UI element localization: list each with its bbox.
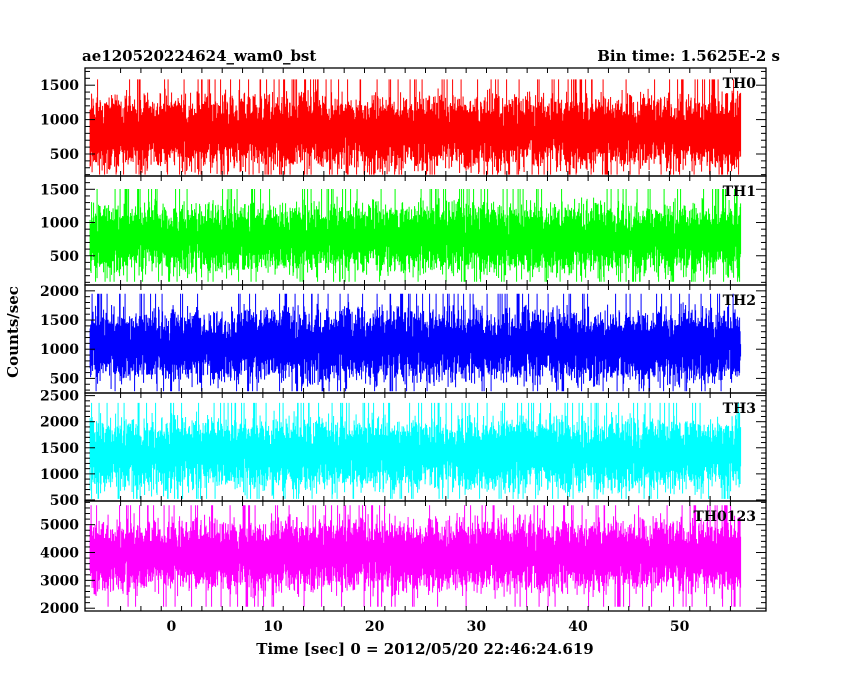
series-th1 [89, 189, 742, 282]
panel-th0: 500 1000 1500 TH0 [40, 67, 767, 177]
y-tick-label: 2500 [40, 389, 79, 405]
panel-label: TH3 [723, 401, 756, 417]
y-tick-label: 1500 [40, 313, 79, 329]
x-tick-label: 40 [568, 619, 588, 635]
y-tick-label: 5000 [40, 518, 79, 534]
x-axis: 0 10 20 30 40 50 [167, 619, 690, 635]
panels-group: 500 1000 1500 TH0 500 1000 1500 TH1 500 1000 1500 2… [40, 67, 767, 617]
panel-th0123: 2000 3000 4000 5000 TH0123 [40, 500, 767, 617]
panel-label: TH0123 [693, 509, 756, 525]
y-tick-label: 1000 [40, 113, 79, 129]
y-tick-label: 2000 [40, 601, 79, 617]
y-tick-label: 4000 [40, 546, 79, 562]
y-tick-label: 500 [50, 249, 79, 265]
series-th2 [89, 293, 742, 392]
y-tick-label: 1500 [40, 182, 79, 198]
x-axis-label: Time [sec] 0 = 2012/05/20 22:46:24.619 [256, 640, 593, 658]
panel-th3: 500 1000 1500 2000 2500 TH3 [40, 389, 767, 509]
y-tick-label: 1000 [40, 216, 79, 232]
y-tick-label: 1500 [40, 78, 79, 94]
bin-time-label: Bin time: 1.5625E-2 s [597, 47, 780, 65]
y-axis-label: Counts/sec [4, 286, 22, 378]
x-tick-label: 50 [670, 619, 690, 635]
panel-label: TH2 [723, 293, 756, 309]
x-tick-label: 20 [365, 619, 385, 635]
y-tick-label: 1000 [40, 467, 79, 483]
x-tick-label: 10 [263, 619, 283, 635]
panel-label: TH0 [723, 76, 757, 92]
y-tick-label: 3000 [40, 573, 79, 589]
y-tick-label: 1500 [40, 441, 79, 457]
panel-th2: 500 1000 1500 2000 TH2 [40, 284, 767, 394]
y-tick-label: 2000 [40, 284, 79, 300]
series-th0123 [89, 505, 742, 607]
x-tick-label: 30 [467, 619, 487, 635]
panel-th1: 500 1000 1500 TH1 [40, 175, 767, 286]
y-tick-label: 500 [50, 371, 79, 387]
y-tick-label: 2000 [40, 415, 79, 431]
y-tick-label: 500 [50, 147, 79, 163]
x-tick-label: 0 [167, 619, 177, 635]
panel-label: TH1 [723, 184, 756, 200]
y-tick-label: 1000 [40, 342, 79, 358]
series-th3 [89, 402, 742, 499]
y-tick-label: 500 [50, 493, 79, 509]
chart-title: ae120520224624_wam0_bst [82, 47, 316, 65]
series-th0 [89, 79, 742, 175]
